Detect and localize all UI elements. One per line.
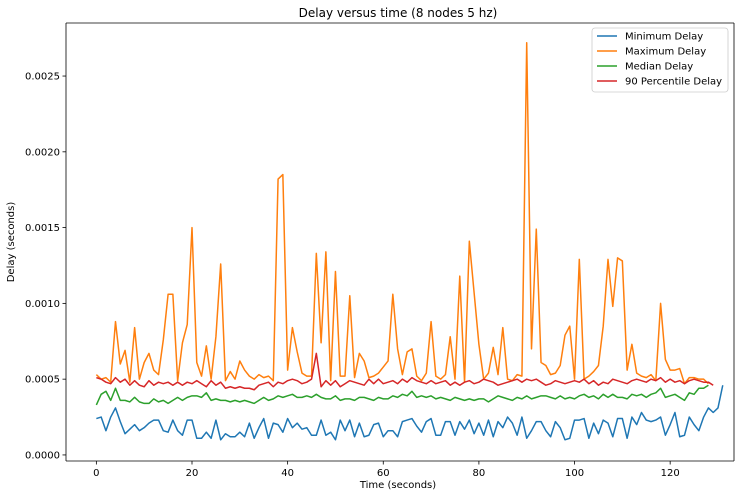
x-tick-label: 60 bbox=[377, 468, 390, 479]
legend-label-median-delay: Median Delay bbox=[625, 62, 693, 73]
legend-label-90-percentile-delay: 90 Percentile Delay bbox=[625, 77, 722, 88]
legend-label-minimum-delay: Minimum Delay bbox=[625, 32, 703, 43]
plot-background bbox=[66, 23, 734, 461]
series-line-maximum-delay bbox=[95, 41, 709, 385]
axes-frame bbox=[65, 22, 735, 462]
plot-area bbox=[65, 22, 735, 462]
y-tick-label: 0.0025 bbox=[25, 72, 60, 83]
y-tick-label: 0.0005 bbox=[25, 375, 60, 386]
y-tick-label: 0.0015 bbox=[25, 223, 60, 234]
x-tick-label: 80 bbox=[473, 468, 486, 479]
chart-title: Delay versus time (8 nodes 5 hz) bbox=[299, 6, 498, 20]
legend-box bbox=[591, 27, 729, 93]
series-lines bbox=[95, 41, 724, 441]
y-tick-label: 0.0020 bbox=[25, 147, 60, 158]
y-axis-ticks: 0.0000 0.0005 0.0010 0.0015 0.0020 0.0025 bbox=[25, 72, 66, 461]
x-tick-label: 0 bbox=[93, 468, 99, 479]
x-tick-label: 20 bbox=[186, 468, 199, 479]
x-axis-label: Time (seconds) bbox=[359, 480, 436, 491]
x-tick-label: 100 bbox=[565, 468, 584, 479]
series-line-minimum-delay bbox=[96, 385, 724, 441]
y-tick-label: 0.0000 bbox=[25, 450, 60, 461]
legend-label-maximum-delay: Maximum Delay bbox=[625, 47, 706, 58]
y-tick-label: 0.0010 bbox=[25, 299, 60, 310]
x-tick-label: 120 bbox=[661, 468, 680, 479]
x-tick-label: 40 bbox=[281, 468, 294, 479]
legend: Minimum Delay Maximum Delay Median Delay 90… bbox=[591, 27, 729, 93]
x-axis-ticks: 0 20 40 60 80 100 120 bbox=[93, 461, 680, 479]
series-line-90-percentile-delay bbox=[96, 352, 714, 391]
series-line-median-delay bbox=[95, 384, 709, 406]
y-axis-label: Delay (seconds) bbox=[6, 202, 17, 283]
